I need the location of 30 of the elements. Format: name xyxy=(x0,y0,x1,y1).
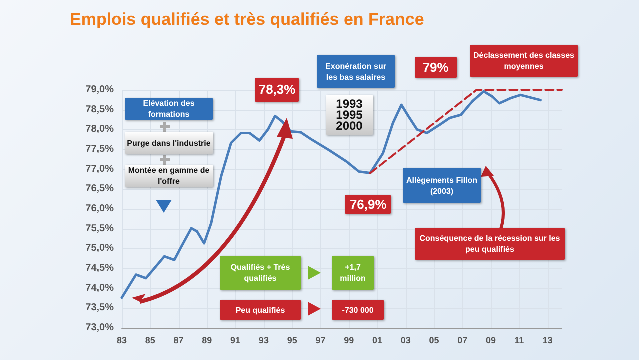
y-tick-label: 75,5% xyxy=(86,223,114,234)
x-tick-label: 91 xyxy=(230,336,241,346)
y-tick-label: 77,0% xyxy=(86,164,114,175)
y-tick-label: 73,5% xyxy=(86,302,114,314)
y-tick-label: 77,5% xyxy=(86,144,114,155)
x-tick-label: 87 xyxy=(174,336,184,346)
y-tick-label: 76,5% xyxy=(86,184,114,195)
x-tick-label: 93 xyxy=(258,336,269,346)
x-tick-label: 11 xyxy=(514,336,524,346)
y-tick-label: 76,0% xyxy=(86,204,114,214)
chart-title: Emplois qualifiés et très qualifiés en France xyxy=(70,10,424,30)
x-tick-label: 07 xyxy=(458,336,468,346)
y-tick-label: 78,0% xyxy=(86,124,114,136)
x-tick-label: 99 xyxy=(344,336,354,346)
x-tick-label: 03 xyxy=(400,336,411,346)
x-tick-label: 05 xyxy=(429,336,440,346)
x-tick-label: 97 xyxy=(316,336,326,346)
y-tick-label: 79,0% xyxy=(86,84,114,96)
y-tick-label: 74,5% xyxy=(86,263,114,274)
x-tick-label: 89 xyxy=(202,336,212,346)
x-tick-label: 85 xyxy=(145,336,156,346)
y-tick-label: 78,5% xyxy=(86,104,114,116)
y-tick-label: 75,0% xyxy=(86,243,114,254)
y-tick-label: 74,0% xyxy=(86,282,114,294)
x-tick-label: 83 xyxy=(116,336,128,346)
x-tick-label: 13 xyxy=(542,336,553,346)
y-tick-label: 73,0% xyxy=(86,322,114,334)
x-tick-label: 95 xyxy=(287,336,298,346)
x-tick-label: 09 xyxy=(486,336,496,346)
x-tick-label: 01 xyxy=(372,336,382,346)
